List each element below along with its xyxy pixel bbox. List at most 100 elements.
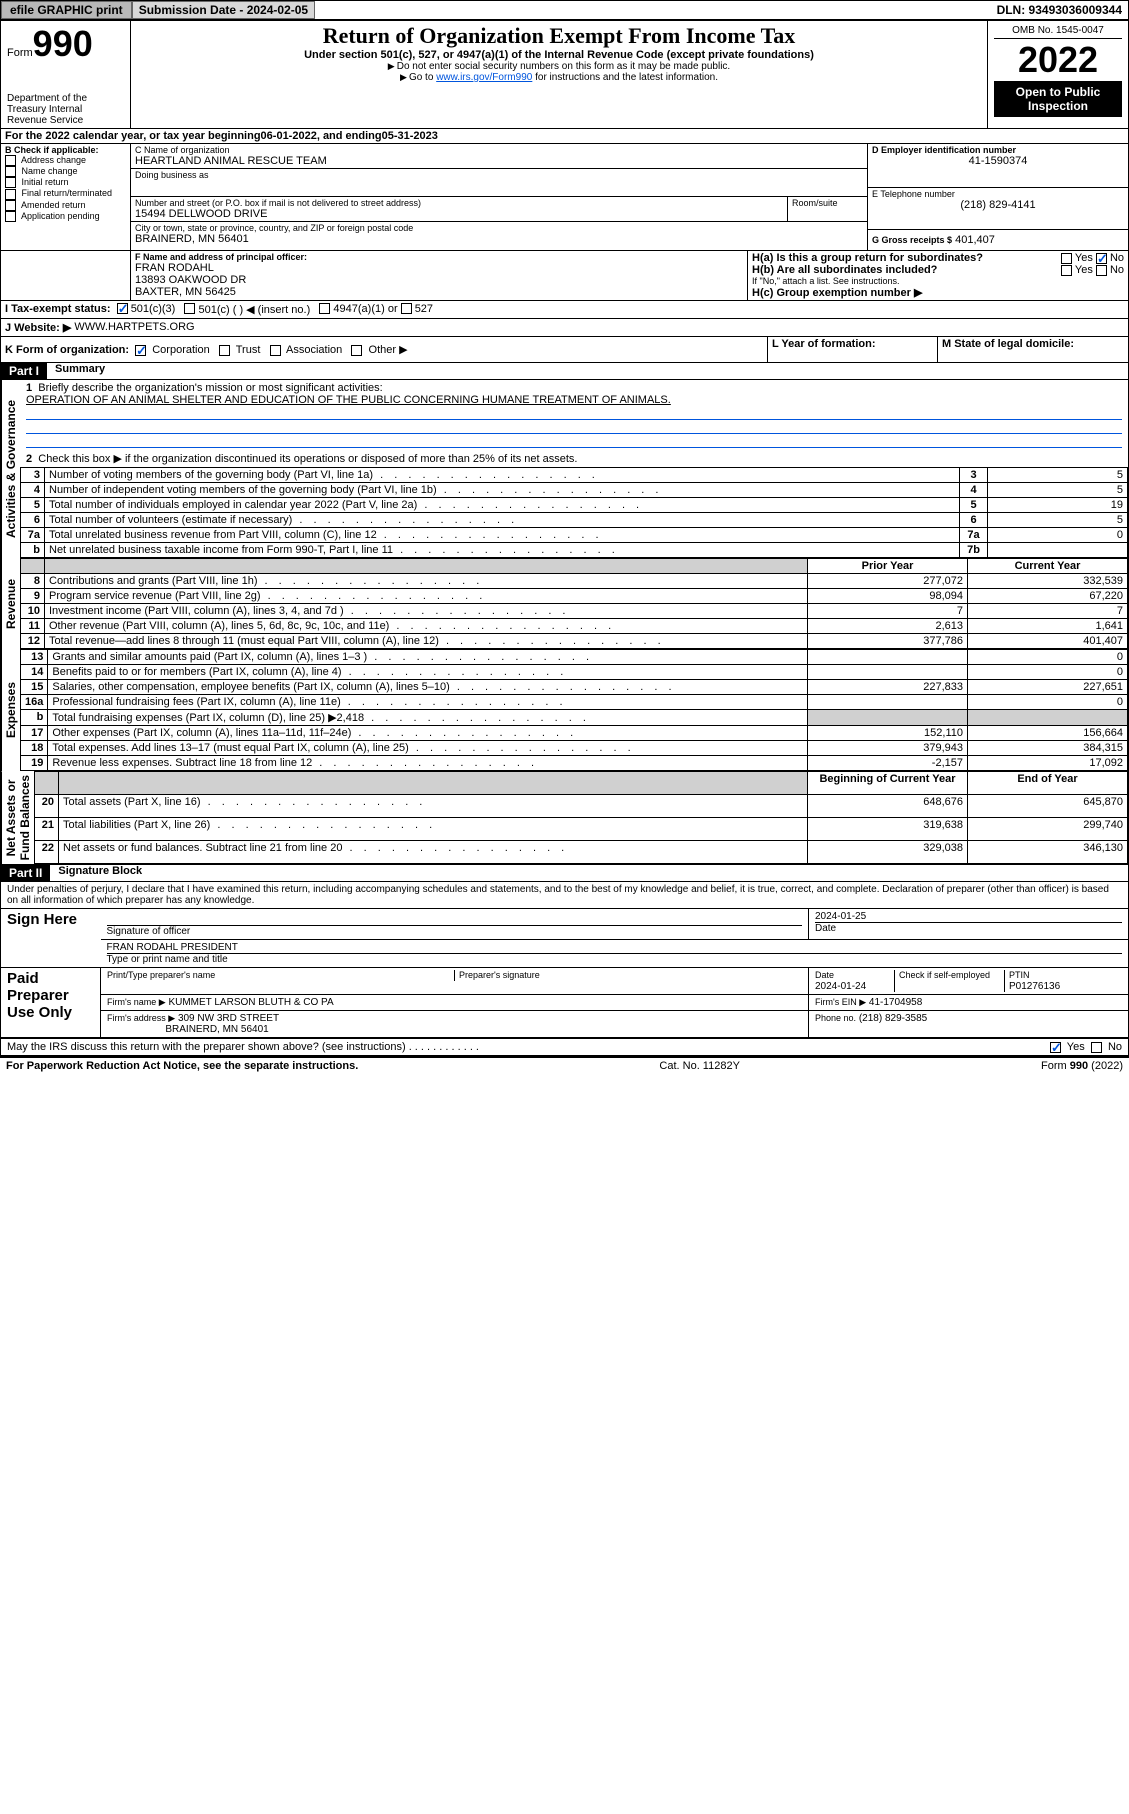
- footer-left: For Paperwork Reduction Act Notice, see …: [6, 1060, 358, 1072]
- officer-addr2: BAXTER, MN 56425: [135, 286, 743, 298]
- vlabel-na: Net Assets or Fund Balances: [1, 771, 34, 864]
- expenses-table: 13Grants and similar amounts paid (Part …: [20, 649, 1128, 771]
- phone-label: Phone no.: [815, 1013, 856, 1023]
- footer-right-post: (2022): [1088, 1060, 1123, 1072]
- 527-label: 527: [415, 303, 433, 316]
- ha-no-checkbox[interactable]: [1096, 253, 1107, 264]
- ein: 41-1590374: [872, 155, 1124, 167]
- other-label: Other ▶: [369, 344, 408, 356]
- hb-label: H(b) Are all subordinates included?: [752, 264, 937, 276]
- city-state-zip: BRAINERD, MN 56401: [135, 233, 863, 245]
- boxb-item: Initial return: [22, 177, 69, 187]
- line-i-label: I Tax-exempt status:: [5, 303, 111, 316]
- trust-label: Trust: [236, 344, 261, 356]
- line-a-mid: , and ending: [317, 130, 382, 142]
- boxb-item: Amended return: [21, 200, 86, 210]
- line-m-label: M State of legal domicile:: [942, 338, 1074, 350]
- boxb-checkbox[interactable]: [5, 177, 16, 188]
- klm-block: K Form of organization: Corporation Trus…: [0, 336, 1129, 362]
- line-j: J Website: ▶ WWW.HARTPETS.ORG: [0, 318, 1129, 336]
- 501c3-label: 501(c)(3): [131, 303, 176, 316]
- netassets-table: Beginning of Current YearEnd of Year20To…: [34, 771, 1128, 864]
- revenue-table: Prior YearCurrent Year8Contributions and…: [20, 558, 1128, 649]
- addr-label: Number and street (or P.O. box if mail i…: [135, 198, 783, 208]
- boxb-checkbox[interactable]: [5, 200, 16, 211]
- part2-bar: Part II: [1, 865, 50, 881]
- boxb-checkbox[interactable]: [5, 189, 16, 200]
- corp-checkbox[interactable]: [135, 345, 146, 356]
- part1-title: Summary: [47, 363, 105, 379]
- dba-label: Doing business as: [135, 170, 863, 180]
- 501c-checkbox[interactable]: [184, 303, 195, 314]
- firm-addr2: BRAINERD, MN 56401: [165, 1024, 268, 1035]
- note-goto-post: for instructions and the latest informat…: [532, 72, 718, 83]
- firm-addr1: 309 NW 3RD STREET: [178, 1013, 279, 1024]
- sig-date: 2024-01-25: [815, 911, 1122, 922]
- line-a: For the 2022 calendar year, or tax year …: [0, 128, 1129, 143]
- sig-officer-label: Signature of officer: [107, 926, 191, 937]
- form-number: 990: [33, 23, 93, 64]
- prep-date-label: Date: [815, 970, 834, 980]
- may-irs-yes-checkbox[interactable]: [1050, 1042, 1061, 1053]
- no-label3: No: [1108, 1041, 1122, 1053]
- 501c3-checkbox[interactable]: [117, 303, 128, 314]
- street-address: 15494 DELLWOOD DRIVE: [135, 208, 783, 220]
- ha-yes-checkbox[interactable]: [1061, 253, 1072, 264]
- dept-treasury: Department of the Treasury Internal Reve…: [7, 93, 124, 126]
- yes-label: Yes: [1075, 252, 1093, 264]
- signature-table: Sign Here Signature of officer 2024-01-2…: [0, 908, 1129, 1038]
- hb-yes-checkbox[interactable]: [1061, 265, 1072, 276]
- hb-note: If "No," attach a list. See instructions…: [752, 276, 1124, 286]
- boxb-item: Final return/terminated: [22, 188, 113, 198]
- city-label: City or town, state or province, country…: [135, 223, 863, 233]
- form-title: Return of Organization Exempt From Incom…: [137, 23, 981, 49]
- firm-name: KUMMET LARSON BLUTH & CO PA: [168, 997, 333, 1008]
- firm-ein: 41-1704958: [869, 997, 922, 1008]
- trust-checkbox[interactable]: [219, 345, 230, 356]
- line-k-label: K Form of organization:: [5, 344, 129, 356]
- vlabel-exp: Expenses: [1, 649, 20, 771]
- ag-table: 3Number of voting members of the governi…: [20, 467, 1128, 558]
- website: WWW.HARTPETS.ORG: [74, 321, 194, 334]
- 527-checkbox[interactable]: [401, 303, 412, 314]
- q2-label: Check this box ▶ if the organization dis…: [38, 453, 577, 465]
- may-irs-no-checkbox[interactable]: [1091, 1042, 1102, 1053]
- form-label: Form: [7, 47, 33, 59]
- line-i: I Tax-exempt status: 501(c)(3) 501(c) ( …: [0, 300, 1129, 318]
- hb-no-checkbox[interactable]: [1096, 265, 1107, 276]
- line-l-label: L Year of formation:: [772, 338, 876, 350]
- firm-addr-label: Firm's address ▶: [107, 1013, 175, 1023]
- efile-button[interactable]: efile GRAPHIC print: [1, 1, 132, 19]
- yes-label2: Yes: [1075, 264, 1093, 276]
- may-irs-label: May the IRS discuss this return with the…: [7, 1041, 406, 1053]
- part1-bar: Part I: [1, 363, 47, 379]
- boxb-item: Name change: [22, 166, 78, 176]
- officer-name-title: FRAN RODAHL PRESIDENT: [107, 942, 1123, 953]
- footer-right-pre: Form: [1041, 1060, 1070, 1072]
- box-g-label: G Gross receipts $: [872, 235, 952, 245]
- prep-sig-label: Preparer's signature: [459, 970, 540, 980]
- boxb-item: Address change: [21, 155, 86, 165]
- assoc-checkbox[interactable]: [270, 345, 281, 356]
- officer-addr1: 13893 OAKWOOD DR: [135, 274, 743, 286]
- name-title-label: Type or print name and title: [107, 954, 228, 965]
- 4947-checkbox[interactable]: [319, 303, 330, 314]
- ty-end: 05-31-2023: [382, 130, 438, 142]
- q1-label: Briefly describe the organization's miss…: [38, 382, 382, 394]
- footer: For Paperwork Reduction Act Notice, see …: [0, 1056, 1129, 1074]
- check-se: Check if self-employed: [899, 970, 990, 980]
- irs-link[interactable]: www.irs.gov/Form990: [436, 72, 532, 83]
- corp-label: Corporation: [152, 344, 209, 356]
- boxb-checkbox[interactable]: [5, 211, 16, 222]
- boxb-checkbox[interactable]: [5, 166, 16, 177]
- may-irs-row: May the IRS discuss this return with the…: [0, 1038, 1129, 1056]
- 4947-label: 4947(a)(1) or: [333, 303, 397, 316]
- other-checkbox[interactable]: [351, 345, 362, 356]
- line-a-text: For the 2022 calendar year, or tax year …: [5, 130, 261, 142]
- declaration: Under penalties of perjury, I declare th…: [0, 881, 1129, 908]
- form-header: Form990 Department of the Treasury Inter…: [0, 20, 1129, 128]
- date-label: Date: [815, 923, 836, 934]
- no-label2: No: [1110, 264, 1124, 276]
- boxb-checkbox[interactable]: [5, 155, 16, 166]
- form-subtitle: Under section 501(c), 527, or 4947(a)(1)…: [137, 49, 981, 61]
